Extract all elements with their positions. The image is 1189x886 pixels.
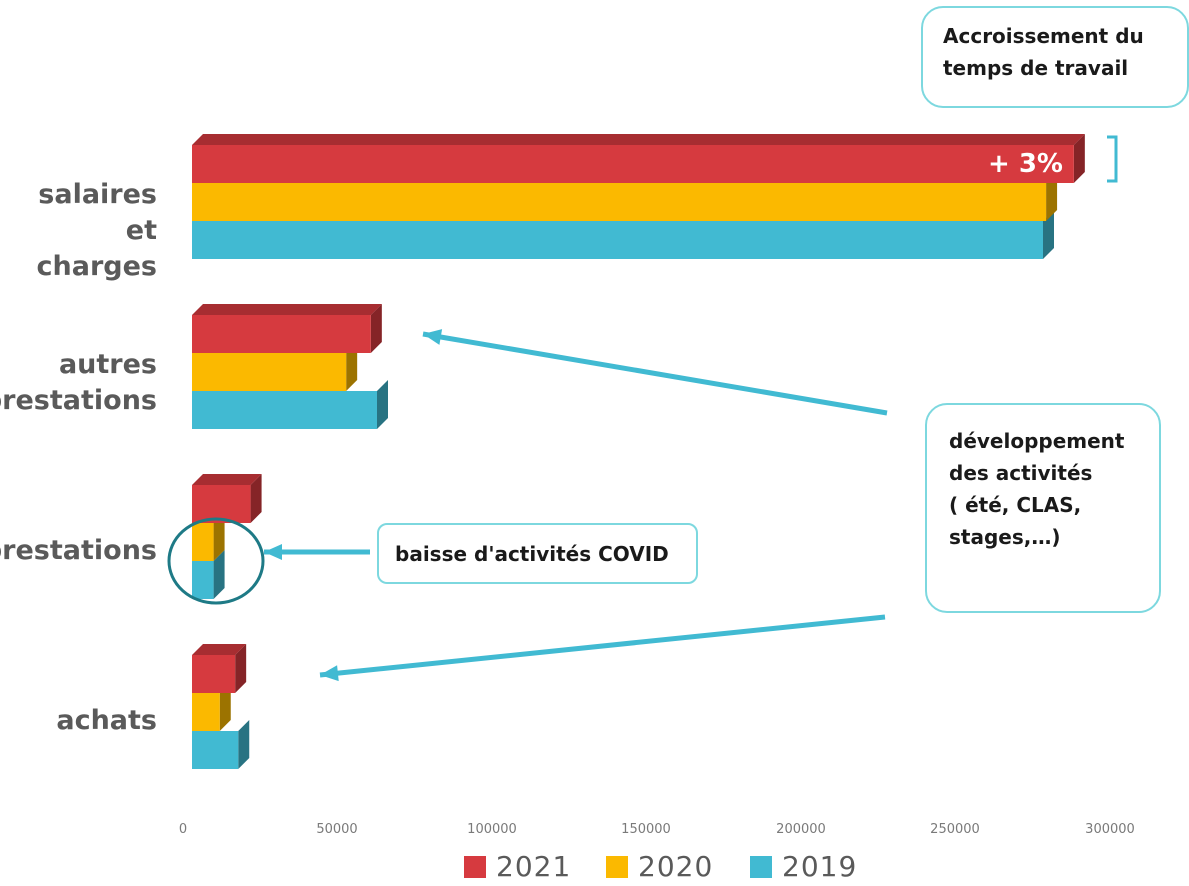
- bar-side-2021: [1073, 134, 1085, 183]
- bar-2019: [192, 391, 377, 429]
- bar-2020: [192, 693, 220, 731]
- bar-side-2020: [346, 342, 358, 391]
- bar-2020: [192, 353, 347, 391]
- bar-2021: [192, 655, 236, 693]
- bar-2020: [192, 183, 1047, 221]
- bar-top-2021: [192, 644, 247, 655]
- legend: 2021 2020 2019: [0, 850, 1189, 886]
- legend-label-2021: 2021: [496, 850, 572, 883]
- callout-accroissement: Accroissement du temps de travail: [921, 6, 1189, 108]
- arrow-autres-prestations-line: [422, 331, 888, 416]
- category-label-prestations: prestations: [0, 535, 157, 566]
- bar-side-2020: [1046, 172, 1058, 221]
- legend-label-2020: 2020: [638, 850, 714, 883]
- legend-item-2019: 2019: [750, 850, 857, 883]
- bar-side-2020: [213, 512, 225, 561]
- bar-side-2019: [213, 550, 225, 599]
- legend-swatch-2019: [750, 855, 772, 878]
- x-tick-label: 250000: [930, 822, 980, 837]
- callout-developpement: développement des activités ( été, CLAS,…: [925, 403, 1161, 613]
- growth-annotation: + 3%: [988, 149, 1063, 179]
- bar-2021: [192, 485, 251, 523]
- x-tick-label: 100000: [467, 822, 517, 837]
- bar-2019: [192, 561, 214, 599]
- bar-side-2021: [370, 304, 382, 353]
- arrow-achats-head: [320, 665, 339, 682]
- bar-top-2021: [192, 134, 1085, 145]
- bar-side-2019: [377, 380, 388, 429]
- legend-swatch-2021: [464, 855, 486, 878]
- bar-top-2021: [192, 474, 262, 485]
- bar-2019: [192, 221, 1043, 259]
- legend-label-2019: 2019: [782, 850, 858, 883]
- callout-covid: baisse d'activités COVID: [377, 523, 698, 584]
- legend-swatch-2020: [606, 855, 628, 878]
- legend-item-2020: 2020: [606, 850, 713, 883]
- category-label-achats: achats: [56, 705, 157, 736]
- bar-2021: [192, 145, 1074, 183]
- bar-top-2021: [192, 304, 382, 315]
- bar-2019: [192, 731, 239, 769]
- bracket-mark: [1107, 135, 1118, 183]
- x-tick-label: 150000: [621, 822, 671, 837]
- arrow-covid-head: [264, 544, 282, 560]
- covid-highlight-circle: [167, 517, 265, 605]
- x-tick-label: 200000: [776, 822, 826, 837]
- bar-side-2020: [219, 682, 231, 731]
- bar-2021: [192, 315, 371, 353]
- bar-side-2021: [250, 474, 262, 523]
- bar-side-2019: [238, 720, 250, 769]
- arrow-autres-prestations-head: [423, 329, 443, 345]
- category-label-autres-prestations: autres prestations: [0, 349, 157, 416]
- category-label-salaires: salaires et charges: [36, 179, 157, 282]
- legend-item-2021: 2021: [464, 850, 571, 883]
- arrow-achats-line: [319, 614, 886, 678]
- x-tick-label: 50000: [316, 822, 358, 837]
- x-tick-label: 300000: [1085, 822, 1135, 837]
- bar-side-2019: [1043, 210, 1054, 259]
- x-tick-label: 0: [178, 822, 188, 837]
- bar-side-2021: [235, 644, 247, 693]
- bar-2020: [192, 523, 214, 561]
